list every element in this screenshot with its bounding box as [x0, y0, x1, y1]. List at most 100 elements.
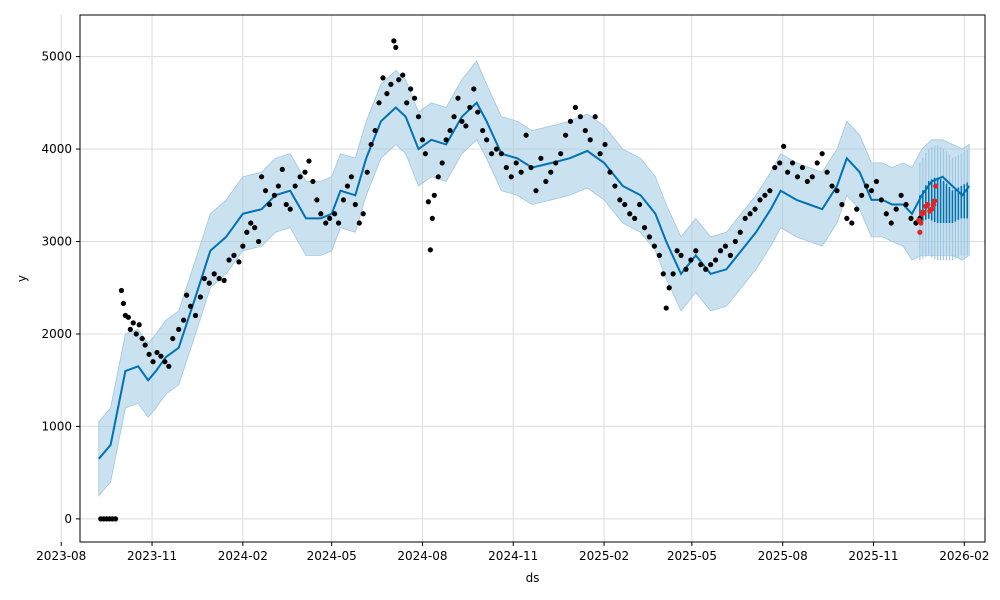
observed-point	[523, 132, 529, 138]
x-tick-label: 2024-11	[488, 549, 538, 563]
y-tick-label: 3000	[41, 235, 72, 249]
observed-point	[844, 215, 850, 222]
observed-point	[372, 127, 378, 134]
observed-point	[439, 160, 445, 166]
x-tick-label: 2026-02	[939, 549, 989, 563]
observed-point	[318, 211, 324, 217]
observed-point	[732, 238, 738, 245]
x-tick-label: 2024-05	[307, 549, 357, 563]
observed-point	[854, 206, 860, 212]
x-tick-label: 2025-08	[758, 549, 808, 563]
observed-point	[393, 44, 399, 50]
observed-point	[335, 220, 342, 226]
observed-point	[240, 243, 246, 249]
test-point	[933, 183, 939, 189]
observed-point	[834, 188, 840, 194]
observed-point	[391, 38, 397, 44]
observed-point	[597, 151, 603, 157]
y-tick-label: 2000	[41, 327, 72, 341]
observed-point	[364, 169, 370, 175]
observed-point	[737, 229, 743, 235]
x-tick-label: 2024-02	[218, 549, 268, 563]
observed-point	[883, 211, 889, 217]
y-axis-label: y	[15, 275, 29, 282]
observed-point	[708, 262, 714, 268]
observed-point	[404, 100, 410, 106]
observed-point	[271, 192, 278, 198]
observed-point	[146, 351, 152, 357]
observed-point	[221, 277, 227, 283]
observed-point	[368, 141, 374, 148]
y-tick-label: 4000	[41, 142, 72, 156]
observed-point	[577, 114, 583, 120]
observed-point	[120, 300, 127, 307]
observed-point	[717, 248, 724, 254]
observed-point	[656, 252, 662, 258]
observed-point	[400, 72, 406, 78]
observed-point	[181, 317, 187, 323]
observed-point	[396, 77, 402, 83]
observed-point	[480, 127, 486, 134]
observed-point	[206, 280, 212, 286]
observed-point	[888, 220, 894, 226]
observed-point	[429, 215, 435, 222]
observed-point	[231, 252, 237, 258]
observed-point	[548, 169, 554, 175]
observed-point	[824, 169, 830, 175]
observed-point	[819, 151, 825, 157]
observed-point	[388, 81, 394, 87]
observed-point	[360, 211, 366, 217]
observed-point	[829, 183, 835, 189]
x-tick-label: 2025-02	[579, 549, 629, 563]
observed-point	[903, 201, 909, 208]
observed-point	[670, 271, 676, 277]
observed-point	[508, 174, 514, 180]
observed-point	[533, 188, 539, 194]
observed-point	[868, 188, 875, 194]
observed-point	[408, 86, 414, 92]
uncertainty-area	[98, 60, 970, 497]
observed-point	[503, 164, 509, 171]
observed-point	[703, 266, 709, 272]
test-point	[917, 229, 923, 235]
observed-point	[809, 174, 815, 180]
observed-point	[197, 294, 204, 300]
observed-point	[789, 160, 796, 166]
observed-point	[762, 192, 768, 198]
observed-point	[187, 303, 194, 309]
observed-point	[170, 335, 176, 342]
observed-point	[192, 312, 199, 319]
observed-point	[118, 287, 125, 294]
observed-point	[781, 143, 787, 149]
observed-point	[617, 197, 623, 203]
observed-point	[348, 174, 355, 180]
observed-point	[678, 252, 684, 258]
observed-point	[878, 197, 884, 203]
observed-point	[244, 229, 250, 235]
observed-point	[142, 342, 148, 348]
observed-point	[767, 188, 773, 194]
observed-point	[839, 201, 845, 208]
observed-point	[683, 266, 689, 272]
observed-point	[287, 206, 293, 212]
y-tick-label: 1000	[41, 419, 72, 433]
observed-point	[757, 197, 763, 203]
observed-point	[252, 225, 258, 231]
observed-point	[518, 169, 524, 175]
x-tick-label: 2024-08	[397, 549, 447, 563]
observed-point	[136, 322, 142, 328]
observed-point	[607, 169, 613, 175]
observed-point	[451, 114, 457, 120]
observed-point	[698, 262, 704, 268]
observed-point	[425, 199, 431, 205]
observed-point	[463, 123, 469, 129]
observed-point	[592, 114, 598, 120]
observed-point	[641, 225, 648, 231]
observed-point	[488, 151, 495, 157]
observed-point	[297, 174, 303, 180]
observed-point	[455, 95, 461, 101]
observed-point	[236, 259, 242, 265]
observed-point	[467, 104, 473, 111]
observed-point	[306, 158, 312, 164]
